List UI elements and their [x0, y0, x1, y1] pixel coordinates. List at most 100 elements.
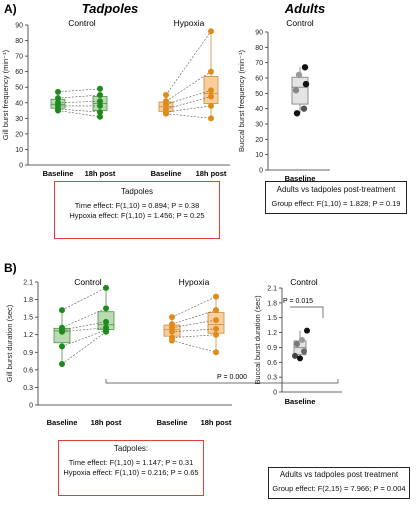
panel-a-adult-y-tick-label: 10 — [255, 152, 263, 159]
panel-b-adult-point — [292, 352, 298, 359]
panel-b-control-baseline-point — [59, 328, 65, 335]
panel-b-control-post-point — [103, 284, 109, 291]
panel-b-control-baseline-point — [59, 361, 65, 367]
panel-a-control-post-point — [97, 109, 103, 116]
panel-a-adult-point — [292, 87, 300, 94]
panel-b-control-pair-line — [61, 321, 107, 331]
panel-b-tadpole-y-tick-label: 1.5 — [23, 315, 33, 322]
panel-b-adult-p-value: P = 0.015 — [283, 298, 313, 305]
panel-a-hypoxia-post-point — [208, 68, 214, 75]
panel-a-hypoxia-post-point — [208, 28, 214, 35]
panel-a-adult-point — [293, 110, 301, 117]
panel-b-x-tick-label: Baseline — [157, 418, 188, 427]
panel-a-control-post-point — [97, 102, 103, 109]
panel-a-hypoxia-pair-line — [165, 96, 212, 110]
panel-a-x-tick-label: 18h post — [85, 169, 116, 178]
stats-hypoxia-effect: Hypoxia effect: F(1,10) = 1.456; P = 0.2… — [69, 210, 205, 220]
panel-a-letter: A) — [4, 2, 17, 16]
panel-b-hypoxia-baseline-point — [169, 337, 175, 344]
panel-a-adult-point — [295, 71, 303, 79]
panel-a-control-pair-line — [57, 108, 101, 113]
panel-b-control-baseline-point — [59, 307, 65, 314]
panel-a-hypoxia-baseline-point — [163, 101, 169, 108]
panel-b-tadpole-y-tick-label: 2.1 — [23, 280, 33, 287]
panel-b-adult-point — [304, 327, 310, 334]
panel-a-adult-stats-box: Adults vs tadpoles post-treatment Group … — [265, 181, 407, 214]
panel-b-hypoxia-post-point — [213, 317, 219, 324]
panel-a-hypoxia-post-point — [208, 87, 214, 94]
panel-a-control-baseline-point — [55, 88, 61, 95]
panel-b-hypoxia-pair-line — [171, 334, 217, 338]
panel-b-tadpole-y-tick-label: 1.8 — [23, 297, 33, 304]
panel-b-hypoxia-pair-line — [171, 340, 217, 353]
panel-b-hypoxia-pair-line — [171, 328, 217, 333]
stats-group-effect: Group effect: F(2,15) = 7.966; P = 0.004 — [272, 483, 406, 493]
panel-a-hypoxia-baseline-point — [163, 92, 169, 98]
stats-time-effect: Time effect: F(1,10) = 0.894; P = 0.38 — [74, 200, 200, 210]
panel-b-adult-y-tick-label: 0.6 — [267, 360, 277, 367]
panel-a-control-post-point — [97, 98, 103, 105]
panel-a-adult-y-tick-label: 0 — [259, 168, 263, 175]
panel-b-adult-point — [299, 337, 305, 343]
stats-hypoxia-effect: Hypoxia effect: F(1,10) = 0.216; P = 0.6… — [63, 467, 199, 477]
panel-a-hypoxia-post-point — [208, 115, 214, 122]
panel-b-adult-point — [297, 355, 303, 362]
panel-b-x-tick-label: 18h post — [201, 418, 232, 427]
panel-b-hypoxia-post-point — [213, 349, 219, 356]
panel-a-x-tick-label: 18h post — [196, 169, 227, 178]
panel-b-hypoxia-post-point — [213, 325, 219, 332]
panel-a-control-post-point — [97, 113, 103, 120]
panel-a-tadpole-y-tick-label: 0 — [19, 163, 23, 170]
panel-b-adult-title: Control — [290, 277, 318, 287]
panel-a-hypoxia-pair-line — [165, 105, 212, 113]
panel-a-x-tick-label: Baseline — [151, 169, 182, 178]
panel-a-adult-y-tick-label: 50 — [255, 91, 263, 98]
panel-a-control-baseline-point — [55, 95, 61, 102]
panel-b-control-title: Control — [74, 277, 102, 287]
panel-a-hypoxia-post-point — [208, 102, 214, 109]
panel-b-adult-y-tick-label: 1.8 — [267, 300, 277, 307]
stats-header: Tadpoles: — [113, 444, 149, 453]
stats-header: Adults vs tadpoles post-treatment — [276, 185, 396, 194]
panel-b-hypoxia-baseline-point — [169, 328, 175, 335]
panel-b-tadpole-stats-box: Tadpoles: Time effect: F(1,10) = 1.147; … — [58, 440, 204, 496]
panel-b-tadpole-y-tick-label: 1.2 — [23, 332, 33, 339]
panel-b-hypoxia-pair-line — [171, 309, 217, 325]
panel-a-adult-y-tick-label: 20 — [255, 137, 263, 144]
panel-a-adult-y-tick-label: 60 — [255, 76, 263, 83]
panel-a-adult-y-tick-label: 80 — [255, 45, 263, 52]
panel-b-adult-stats-box: Adults vs tadpoles post treatment Group … — [268, 467, 410, 499]
panel-a-adult-y-tick-label: 90 — [255, 30, 263, 37]
panel-a-adult-point — [300, 105, 308, 112]
panel-a-tadpole-y-tick-label: 40 — [15, 100, 23, 107]
panel-b-control-baseline-point — [59, 343, 65, 350]
panel-b-adult-bracket — [290, 306, 324, 318]
panel-a-tadpole-stats-box: Tadpoles Time effect: F(1,10) = 0.894; P… — [54, 181, 220, 239]
panel-a-adult-y-tick-label: 70 — [255, 60, 263, 67]
panel-b-adult-y-axis-label: Buccal burst duration (sec) — [253, 295, 262, 385]
panel-b-x-tick-label: Baseline — [47, 418, 78, 427]
panel-a-hypoxia-title: Hypoxia — [174, 18, 205, 28]
panel-b-control-pair-line — [61, 327, 107, 333]
panel-b-hypoxia-post-point — [213, 331, 219, 338]
panel-b-tadpole-bracket — [105, 379, 339, 384]
panel-b-hypoxia-title: Hypoxia — [179, 277, 210, 287]
panel-b-letter: B) — [4, 261, 17, 275]
panel-a-hypoxia-pair-line — [165, 31, 212, 96]
panel-a-hypoxia-pair-line — [165, 113, 212, 119]
panel-a-tadpole-y-tick-label: 90 — [15, 23, 23, 30]
panel-b-hypoxia-baseline-point — [169, 314, 175, 321]
panel-a-adult-point — [302, 80, 310, 88]
panel-b-hypoxia-baseline-point — [169, 324, 175, 331]
panel-a-adult-y-tick-label: 30 — [255, 122, 263, 129]
panel-a-tadpole-y-tick-label: 80 — [15, 38, 23, 45]
panel-a-hypoxia-baseline-point — [163, 110, 169, 117]
stats-header: Tadpoles — [120, 187, 154, 196]
panel-a-adult-y-tick-label: 40 — [255, 106, 263, 113]
panel-b-tadpole-y-tick-label: 0.6 — [23, 367, 33, 374]
panel-a-control-pair-line — [57, 94, 101, 99]
panel-a-control-post-point — [97, 85, 103, 92]
panel-a-adult-y-axis-label: Buccal burst frequency (min⁻¹) — [237, 50, 246, 152]
panel-b-hypoxia-post-point — [213, 307, 219, 314]
panel-b-control-post-point — [103, 328, 109, 335]
